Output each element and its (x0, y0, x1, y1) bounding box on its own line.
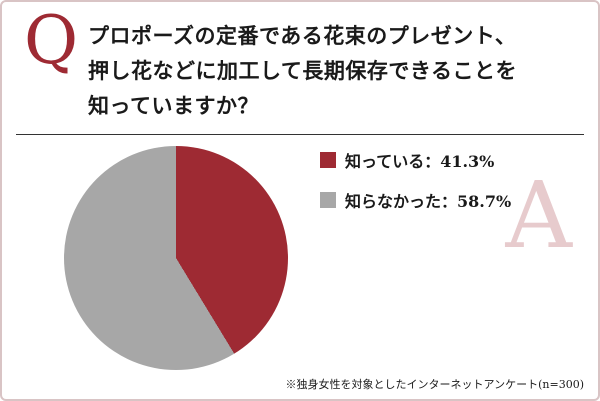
question-title-line-3: 知っていますか？ (88, 93, 259, 118)
legend-item-did-not-know: 知らなかった：58.7% (320, 188, 511, 212)
legend-label: 知らなかった：58.7% (345, 192, 512, 211)
answer-badge: A (505, 162, 572, 269)
survey-footnote: ※独身女性を対象としたインターネットアンケート(n=300) (285, 378, 584, 391)
question-title-line-2: 押し花などに加工して長期保存できることを (88, 58, 517, 83)
question-title: プロポーズの定番である花束のプレゼント、 押し花などに加工して長期保存できること… (88, 18, 517, 123)
pie-chart (64, 146, 288, 370)
legend-swatch (320, 152, 336, 168)
legend-label: 知っている：41.3% (345, 152, 495, 171)
chart-legend: 知っている：41.3% 知らなかった：58.7% (320, 148, 511, 228)
title-divider (16, 134, 584, 135)
question-title-line-1: プロポーズの定番である花束のプレゼント、 (88, 23, 517, 48)
legend-swatch (320, 192, 336, 208)
question-badge: Q (24, 2, 79, 79)
legend-item-knew: 知っている：41.3% (320, 148, 511, 172)
